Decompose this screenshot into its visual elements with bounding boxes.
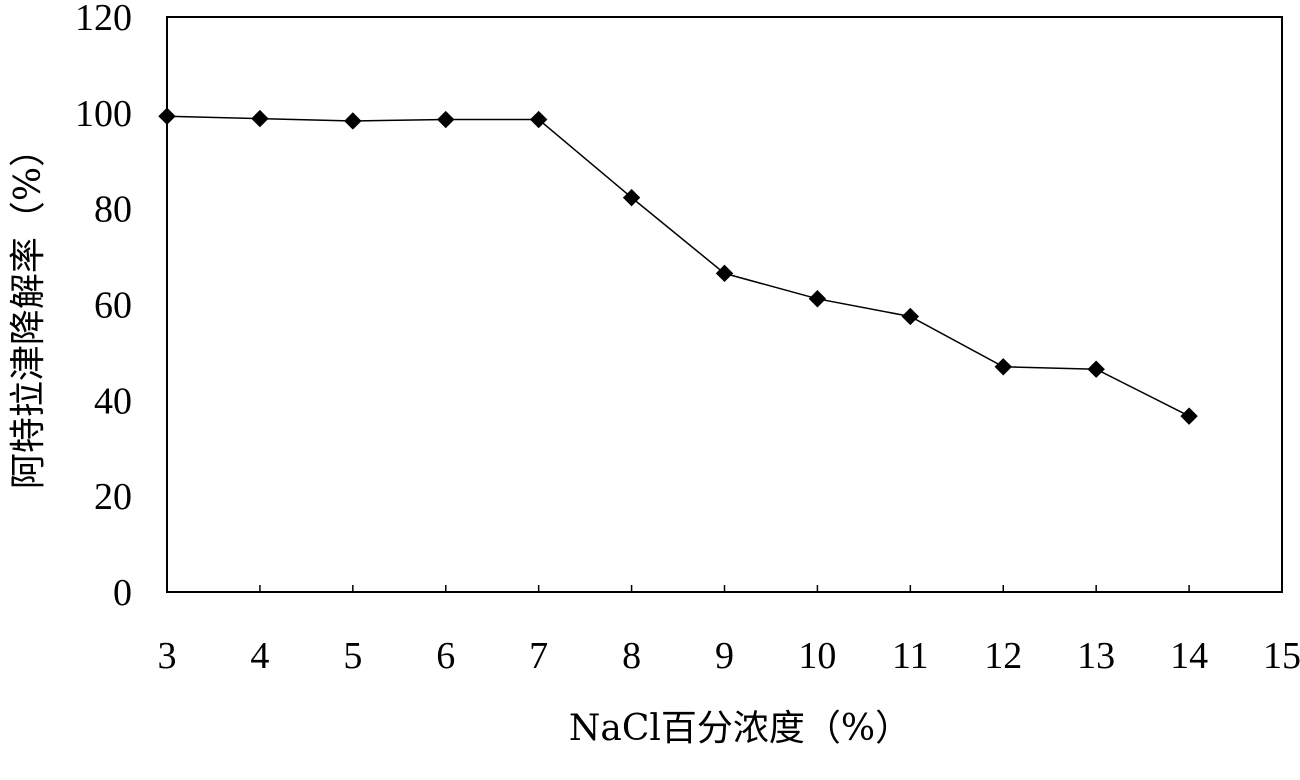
series-line: [166, 115, 1190, 417]
data-point-marker: [715, 264, 734, 283]
y-tick-label: 0: [113, 572, 132, 614]
x-tick-label: 9: [715, 635, 734, 677]
x-tick-label: 4: [250, 635, 269, 677]
data-point-marker: [158, 107, 176, 125]
data-point-marker: [437, 110, 455, 129]
x-axis-title: NaCl百分浓度（%）: [569, 708, 911, 749]
x-tick-label: 8: [622, 635, 641, 677]
y-tick-label: 120: [75, 0, 132, 39]
x-tick-label: 14: [1170, 635, 1208, 677]
x-tick-label: 11: [892, 635, 929, 677]
data-point-marker: [1087, 360, 1105, 378]
x-tick-label: 3: [158, 635, 177, 677]
y-axis-ticks: 0 20 40 60 80 100 120: [75, 0, 132, 614]
x-tick-label: 10: [798, 635, 836, 677]
x-tick-label: 6: [436, 635, 455, 677]
data-point-marker: [808, 290, 827, 308]
data-point-marker: [529, 110, 548, 129]
y-axis-title: 阿特拉津降解率（%）: [8, 131, 49, 489]
y-tick-label: 80: [94, 189, 132, 231]
data-point-marker: [994, 358, 1012, 376]
series-layer: [158, 107, 1198, 425]
x-axis-ticks: 3 4 5 6 7 8 9 10 11 12 13 14 15: [158, 585, 1300, 677]
data-point-marker: [901, 307, 920, 326]
data-point-marker: [344, 112, 362, 130]
plot-area-frame: [166, 16, 1283, 593]
x-tick-label: 13: [1077, 635, 1115, 677]
x-tick-label: 15: [1263, 635, 1300, 677]
y-tick-label: 20: [94, 476, 132, 518]
y-tick-label: 60: [94, 285, 132, 327]
x-tick-label: 5: [343, 635, 362, 677]
y-tick-label: 100: [75, 93, 132, 135]
y-tick-label: 40: [94, 380, 132, 422]
x-tick-label: 7: [529, 635, 548, 677]
data-point-marker: [251, 109, 269, 128]
data-point-marker: [622, 188, 641, 207]
x-tick-label: 12: [984, 635, 1022, 677]
data-point-marker: [1180, 407, 1198, 425]
